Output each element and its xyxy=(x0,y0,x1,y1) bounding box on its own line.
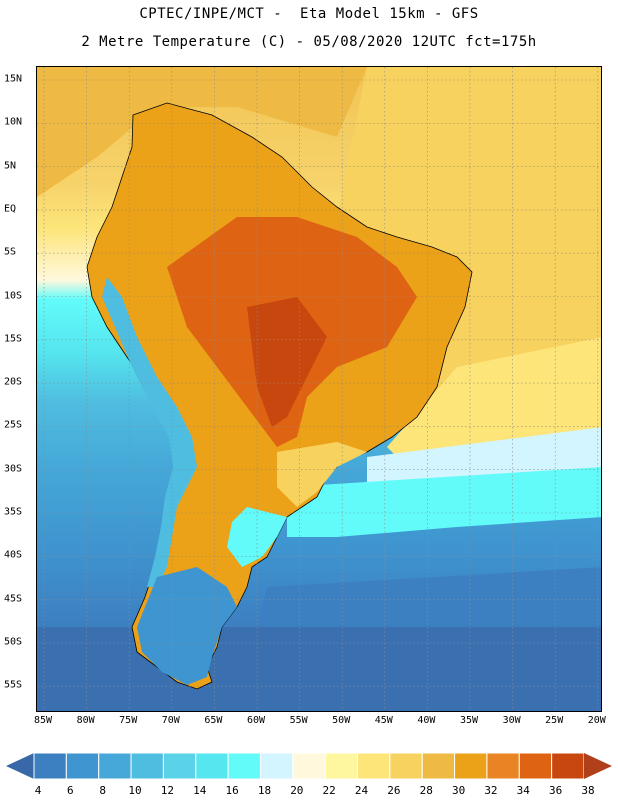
lat-label: 20S xyxy=(4,376,23,388)
colorbar-cell xyxy=(98,752,132,780)
colorbar-cell xyxy=(421,752,456,780)
lat-label: 10N xyxy=(4,116,23,128)
colorbar-cell xyxy=(357,752,391,780)
far-south-ocean-zone xyxy=(37,627,601,711)
colorbar-cell xyxy=(486,752,520,780)
lon-label: 40W xyxy=(417,715,436,726)
colorbar-tick-label: 26 xyxy=(387,784,401,797)
colorbar-tick-label: 20 xyxy=(290,784,304,797)
colorbar-high-arrow xyxy=(584,753,612,779)
lon-label: 75W xyxy=(119,715,138,726)
lat-label: 55S xyxy=(4,679,23,691)
colorbar-low-arrow xyxy=(6,753,34,779)
colorbar-tick-label: 24 xyxy=(354,784,369,797)
colorbar-tick-label: 6 xyxy=(67,784,74,797)
colorbar-tick-label: 30 xyxy=(451,784,466,797)
colorbar-cell xyxy=(259,752,294,780)
temperature-map xyxy=(36,66,602,712)
temperature-field xyxy=(37,67,601,711)
lon-label: 20W xyxy=(587,715,606,726)
colorbar-cell xyxy=(389,752,423,780)
colorbar-tick-label: 18 xyxy=(257,784,272,797)
colorbar-cell xyxy=(65,752,100,780)
map-title-line-2: 2 Metre Temperature (C) - 05/08/2020 12U… xyxy=(81,34,537,50)
colorbar-cell xyxy=(130,752,164,780)
lon-label: 50W xyxy=(332,715,351,726)
pampas-cool xyxy=(227,507,287,567)
colorbar-cell xyxy=(324,752,359,780)
colorbar-tick-label: 28 xyxy=(419,784,433,797)
lat-label: EQ xyxy=(4,203,17,215)
temperature-colorbar xyxy=(6,752,612,780)
colorbar-tick-label: 38 xyxy=(581,784,595,797)
lon-label: 35W xyxy=(459,715,479,726)
lat-label: 35S xyxy=(4,506,23,518)
lon-label: 30W xyxy=(502,715,521,726)
map-title-line-1: CPTEC/INPE/MCT - Eta Model 15km - GFS xyxy=(139,6,479,22)
colorbar-cell xyxy=(292,752,326,780)
colorbar-tick-label: 32 xyxy=(484,784,498,797)
lat-label: 30S xyxy=(4,463,23,475)
colorbar-tick-label: 36 xyxy=(549,784,563,797)
colorbar-cells xyxy=(33,752,585,780)
colorbar-tick-label: 14 xyxy=(193,784,207,797)
lon-label: 60W xyxy=(246,715,266,726)
colorbar-cell xyxy=(227,752,261,780)
colorbar-tick-label: 34 xyxy=(516,784,530,797)
lon-label: 55W xyxy=(289,715,308,726)
lon-label: 65W xyxy=(204,715,223,726)
colorbar-tick-label: 12 xyxy=(160,784,175,797)
lon-label: 45W xyxy=(374,715,393,726)
lon-label: 85W xyxy=(33,715,53,726)
colorbar-cell xyxy=(551,752,585,780)
southern-brazil-mild xyxy=(277,442,367,507)
lat-label: 40S xyxy=(4,549,23,561)
lat-label: 5S xyxy=(4,246,17,258)
colorbar-tick-label: 22 xyxy=(322,784,336,797)
colorbar-cell xyxy=(454,752,488,780)
lon-label: 25W xyxy=(545,715,564,726)
colorbar-cell xyxy=(518,752,553,780)
lat-label: 45S xyxy=(4,593,23,605)
colorbar-cell xyxy=(162,752,197,780)
andes-cool-strip xyxy=(102,277,197,587)
colorbar-tick-label: 16 xyxy=(225,784,239,797)
lat-label: 15N xyxy=(4,73,23,85)
lat-label: 5N xyxy=(4,160,17,172)
lat-label: 15S xyxy=(4,333,23,345)
hottest-core xyxy=(247,297,327,427)
lat-label: 25S xyxy=(4,419,23,431)
colorbar-tick-label: 8 xyxy=(99,784,107,797)
colorbar-cell xyxy=(33,752,67,780)
atlantic-cyan-zone xyxy=(287,467,601,537)
colorbar-tick-label: 10 xyxy=(128,784,142,797)
lon-label: 80W xyxy=(76,715,95,726)
colorbar-tick-label: 4 xyxy=(34,784,42,797)
lon-label: 70W xyxy=(161,715,180,726)
colorbar-cell xyxy=(195,752,229,780)
lat-label: 50S xyxy=(4,636,23,648)
caribbean-zone xyxy=(37,67,367,197)
lat-label: 10S xyxy=(4,290,23,301)
patagonia-cold xyxy=(137,567,237,685)
